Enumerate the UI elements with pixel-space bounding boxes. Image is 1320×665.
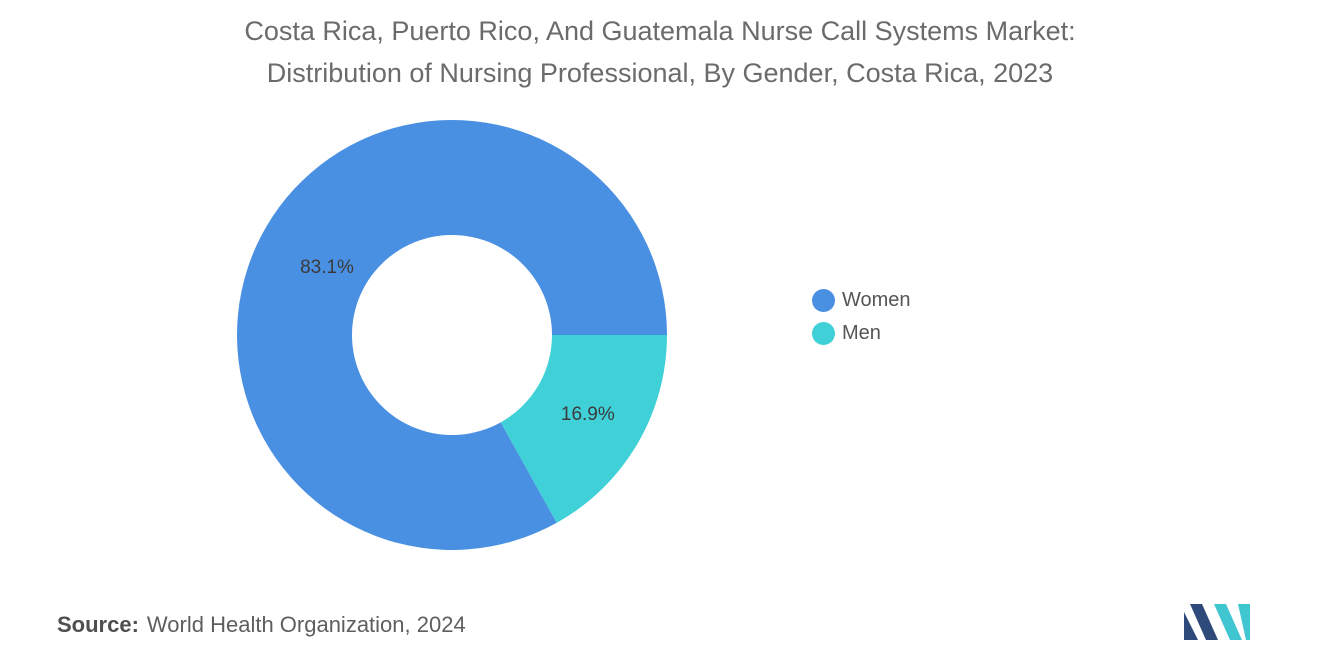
source-text: World Health Organization, 2024 <box>146 612 466 637</box>
chart-title-line-1: Costa Rica, Puerto Rico, And Guatemala N… <box>244 16 1076 46</box>
chart-title: Costa Rica, Puerto Rico, And Guatemala N… <box>0 10 1320 94</box>
legend-item-women[interactable]: Women <box>812 284 911 317</box>
legend-label-women: Women <box>842 289 911 311</box>
legend-item-men[interactable]: Men <box>812 317 911 350</box>
chart-title-line-2: Distribution of Nursing Professional, By… <box>266 58 1054 88</box>
donut-slice-men[interactable] <box>500 335 667 523</box>
chart-legend: Women Men <box>812 284 911 350</box>
source-note: Source: World Health Organization, 2024 <box>57 612 466 638</box>
slice-label-women: 83.1% <box>300 257 354 278</box>
slice-label-men: 16.9% <box>561 404 615 425</box>
donut-slice-women[interactable] <box>236 120 668 551</box>
legend-swatch-women <box>812 289 835 312</box>
legend-swatch-men <box>812 322 835 345</box>
source-key: Source: <box>57 612 139 637</box>
legend-label-men: Men <box>842 322 881 344</box>
donut-slice-labels: 83.1% 16.9% <box>300 257 615 425</box>
mordor-intelligence-logo-icon <box>1184 604 1250 640</box>
donut-slices <box>236 120 668 551</box>
